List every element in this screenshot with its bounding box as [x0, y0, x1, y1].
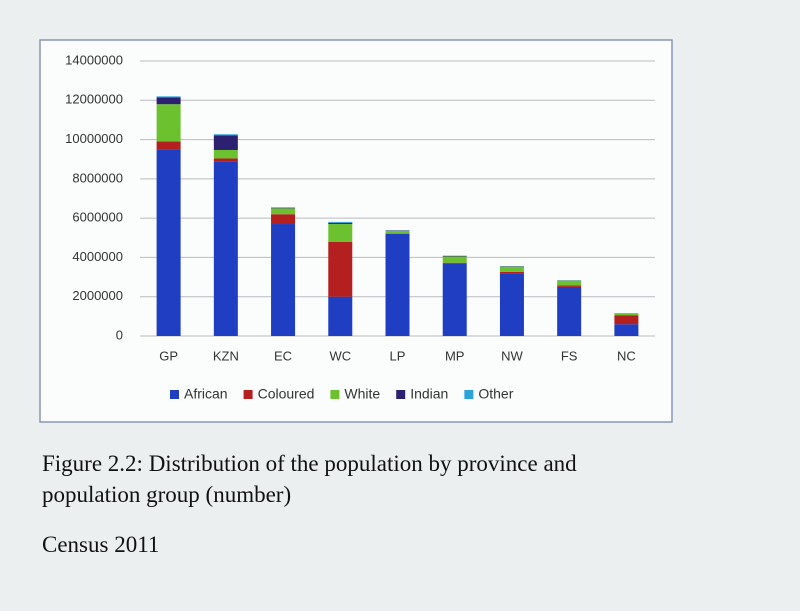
bar-segment — [385, 233, 410, 336]
bar-segment — [213, 161, 238, 336]
bar-segment — [557, 285, 582, 287]
chart-frame — [39, 39, 673, 423]
bar-segment — [271, 208, 296, 215]
y-tick-label: 10000000 — [65, 131, 123, 146]
x-tick-label: EC — [274, 348, 292, 363]
bar-segment — [557, 280, 582, 286]
y-tick-label: 6000000 — [72, 210, 123, 225]
bar-segment — [614, 313, 639, 316]
legend-swatch — [464, 390, 474, 399]
bar-segment — [328, 224, 353, 242]
bar-segment — [614, 324, 639, 336]
y-tick-label: 2000000 — [72, 288, 123, 303]
bar-segment — [213, 134, 238, 136]
bar-segment — [328, 241, 353, 297]
bar-segment — [213, 158, 238, 162]
x-tick-label: NW — [501, 348, 523, 363]
legend-label: African — [184, 386, 228, 402]
y-tick-label: 12000000 — [65, 92, 123, 107]
bar-segment — [328, 296, 353, 336]
legend-label: Indian — [410, 386, 448, 402]
legend-swatch — [330, 390, 340, 399]
bar-segment — [499, 273, 524, 336]
bar-segment — [156, 149, 181, 336]
x-tick-label: GP — [159, 348, 178, 363]
bar-segment — [499, 271, 524, 274]
bar-segment — [271, 207, 296, 209]
bar-segment — [328, 221, 353, 223]
bar-segment — [213, 135, 238, 150]
legend-swatch — [170, 390, 179, 399]
bar-segment — [442, 262, 467, 264]
bar-segment — [385, 230, 410, 234]
y-tick-label: 4000000 — [72, 249, 123, 264]
bar-segment — [499, 266, 524, 272]
bar-segment — [328, 222, 353, 225]
y-tick-label: 14000000 — [65, 52, 123, 67]
legend-swatch — [243, 390, 253, 399]
x-tick-label: MP — [445, 348, 465, 363]
x-tick-label: LP — [390, 348, 406, 363]
bar-segment — [156, 141, 181, 150]
x-tick-label: FS — [561, 348, 578, 363]
source-note: Census 2011 — [42, 532, 159, 557]
bar-segment — [557, 286, 582, 336]
bar-segment — [156, 96, 181, 98]
bar-segment — [156, 97, 181, 105]
bar-segment — [271, 224, 296, 336]
legend-label: Other — [478, 386, 513, 402]
x-tick-label: KZN — [213, 348, 239, 363]
legend-label: White — [344, 386, 380, 402]
legend-label: Coloured — [258, 386, 315, 402]
y-tick-label: 8000000 — [72, 170, 123, 185]
bar-segment — [156, 104, 181, 142]
legend-swatch — [396, 390, 406, 399]
x-tick-label: NC — [617, 348, 636, 363]
bar-segment — [442, 263, 467, 336]
bar-segment — [213, 149, 238, 159]
x-tick-label: WC — [329, 348, 351, 363]
bar-segment — [442, 255, 467, 257]
bar-segment — [271, 214, 296, 225]
figure-caption: Figure 2.2: Distribution of the populati… — [42, 451, 577, 507]
bar-segment — [614, 315, 639, 325]
y-tick-label: 0 — [116, 327, 123, 342]
bar-segment — [442, 256, 467, 263]
